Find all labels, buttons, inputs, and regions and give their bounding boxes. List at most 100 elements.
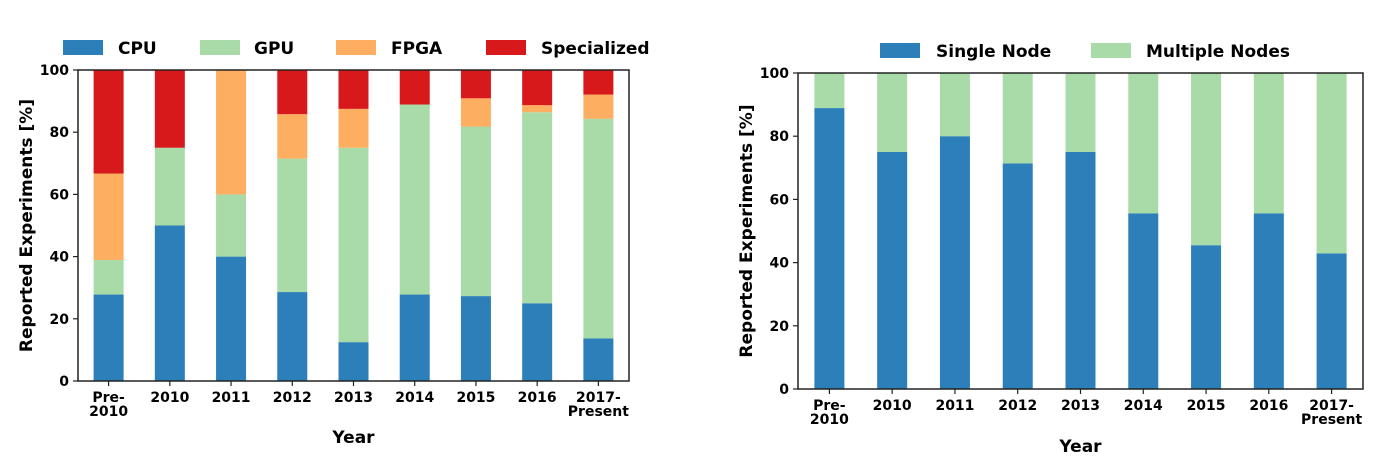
bar-single-node-2016 bbox=[1253, 213, 1284, 389]
x-tick-label: 2011 bbox=[212, 390, 251, 406]
y-tick-label: 40 bbox=[50, 250, 70, 266]
bar-gpu-2012 bbox=[277, 158, 308, 293]
legend-swatch bbox=[336, 40, 376, 55]
y-tick-label: 40 bbox=[770, 256, 790, 272]
bar-cpu-2016 bbox=[522, 303, 553, 381]
bar-multiple-nodes-2010 bbox=[877, 73, 908, 152]
y-axis-title: Reported Experiments [%] bbox=[737, 104, 757, 357]
legend-swatch bbox=[63, 40, 103, 55]
bar-fpga-2016 bbox=[522, 105, 553, 113]
bar-multiple-nodes-2017-present bbox=[1316, 73, 1347, 254]
bar-cpu-2015 bbox=[460, 296, 491, 381]
x-tick-label: 2017- bbox=[576, 390, 621, 406]
x-tick-label: 2014 bbox=[1124, 398, 1163, 414]
y-tick-label: 100 bbox=[760, 66, 789, 82]
legend-item-cpu: CPU bbox=[63, 39, 157, 59]
bar-gpu-2013 bbox=[338, 147, 369, 343]
bar-fpga-2017-present bbox=[583, 94, 614, 119]
x-tick-label: 2016 bbox=[518, 390, 557, 406]
x-tick-label: 2010 bbox=[873, 398, 912, 414]
x-tick-label: 2010 bbox=[810, 412, 849, 428]
y-tick-label: 60 bbox=[50, 187, 70, 203]
bar-multiple-nodes-pre-2010 bbox=[814, 73, 845, 109]
bar-multiple-nodes-2012 bbox=[1002, 73, 1033, 164]
x-tick-label: Present bbox=[568, 404, 629, 420]
legend-label: CPU bbox=[118, 39, 157, 59]
x-axis-title: Year bbox=[331, 428, 375, 448]
y-axis-title: Reported Experiments [%] bbox=[17, 99, 37, 352]
y-tick-label: 20 bbox=[770, 319, 790, 335]
bar-multiple-nodes-2013 bbox=[1065, 73, 1096, 152]
x-tick-label: 2011 bbox=[935, 398, 974, 414]
x-tick-label: 2015 bbox=[1187, 398, 1226, 414]
bar-single-node-2015 bbox=[1191, 245, 1222, 389]
x-tick-label: Present bbox=[1301, 412, 1362, 428]
bar-single-node-2010 bbox=[877, 152, 908, 389]
bar-cpu-pre-2010 bbox=[93, 294, 124, 381]
y-tick-label: 60 bbox=[770, 192, 790, 208]
x-tick-label: Pre- bbox=[92, 390, 125, 406]
bar-specialized-2013 bbox=[338, 70, 369, 109]
x-tick-label: 2013 bbox=[1061, 398, 1100, 414]
bar-single-node-2017-present bbox=[1316, 253, 1347, 389]
bar-gpu-2016 bbox=[522, 112, 553, 304]
legend-swatch bbox=[880, 43, 920, 58]
y-tick-label: 20 bbox=[50, 312, 70, 328]
bar-specialized-2010 bbox=[154, 70, 185, 148]
bar-cpu-2012 bbox=[277, 292, 308, 381]
legend-label: GPU bbox=[254, 39, 294, 59]
x-axis-title: Year bbox=[1058, 437, 1102, 457]
legend-label: Multiple Nodes bbox=[1146, 42, 1290, 62]
legend-label: FPGA bbox=[391, 39, 443, 59]
bar-gpu-2015 bbox=[460, 126, 491, 297]
bar-cpu-2014 bbox=[399, 294, 430, 381]
bar-gpu-2014 bbox=[399, 104, 430, 295]
y-tick-label: 0 bbox=[59, 374, 69, 390]
y-tick-label: 80 bbox=[770, 129, 790, 145]
legend-item-specialized: Specialized bbox=[486, 39, 650, 59]
bar-multiple-nodes-2016 bbox=[1253, 73, 1284, 214]
y-tick-label: 0 bbox=[779, 382, 789, 398]
bar-multiple-nodes-2015 bbox=[1191, 73, 1222, 246]
legend-item-gpu: GPU bbox=[200, 39, 294, 59]
bar-gpu-2011 bbox=[216, 194, 247, 257]
bar-cpu-2010 bbox=[154, 225, 185, 381]
x-tick-label: 2012 bbox=[273, 390, 312, 406]
legend-swatch bbox=[1091, 43, 1131, 58]
bar-specialized-2017-present bbox=[583, 70, 614, 95]
bar-specialized-pre-2010 bbox=[93, 70, 124, 174]
bar-specialized-2012 bbox=[277, 70, 308, 115]
bar-single-node-2011 bbox=[939, 136, 970, 389]
bar-single-node-2013 bbox=[1065, 152, 1096, 389]
y-tick-label: 100 bbox=[40, 63, 69, 79]
bar-multiple-nodes-2011 bbox=[939, 73, 970, 137]
legend-label: Single Node bbox=[936, 42, 1051, 62]
legend-label: Specialized bbox=[541, 39, 650, 59]
bar-specialized-2014 bbox=[399, 70, 430, 105]
bar-gpu-2010 bbox=[154, 147, 185, 226]
x-tick-label: 2012 bbox=[998, 398, 1037, 414]
bar-fpga-2011 bbox=[216, 70, 247, 195]
bar-multiple-nodes-2014 bbox=[1128, 73, 1159, 214]
bar-fpga-2013 bbox=[338, 108, 369, 148]
bar-single-node-2012 bbox=[1002, 163, 1033, 389]
bar-specialized-2015 bbox=[460, 70, 491, 99]
bar-gpu-2017-present bbox=[583, 118, 614, 339]
bar-gpu-pre-2010 bbox=[93, 260, 124, 295]
legend-swatch bbox=[486, 40, 526, 55]
bar-fpga-2012 bbox=[277, 114, 308, 159]
x-tick-label: 2017- bbox=[1309, 398, 1354, 414]
bar-specialized-2016 bbox=[522, 70, 553, 106]
x-tick-label: 2013 bbox=[334, 390, 373, 406]
bar-cpu-2013 bbox=[338, 342, 369, 382]
x-tick-label: 2015 bbox=[456, 390, 495, 406]
bar-cpu-2011 bbox=[216, 256, 247, 381]
legend-item-single-node: Single Node bbox=[880, 42, 1051, 62]
x-tick-label: 2010 bbox=[89, 404, 128, 420]
bar-single-node-2014 bbox=[1128, 213, 1159, 389]
legend-swatch bbox=[200, 40, 240, 55]
y-tick-label: 80 bbox=[50, 125, 70, 141]
legend-item-fpga: FPGA bbox=[336, 39, 443, 59]
